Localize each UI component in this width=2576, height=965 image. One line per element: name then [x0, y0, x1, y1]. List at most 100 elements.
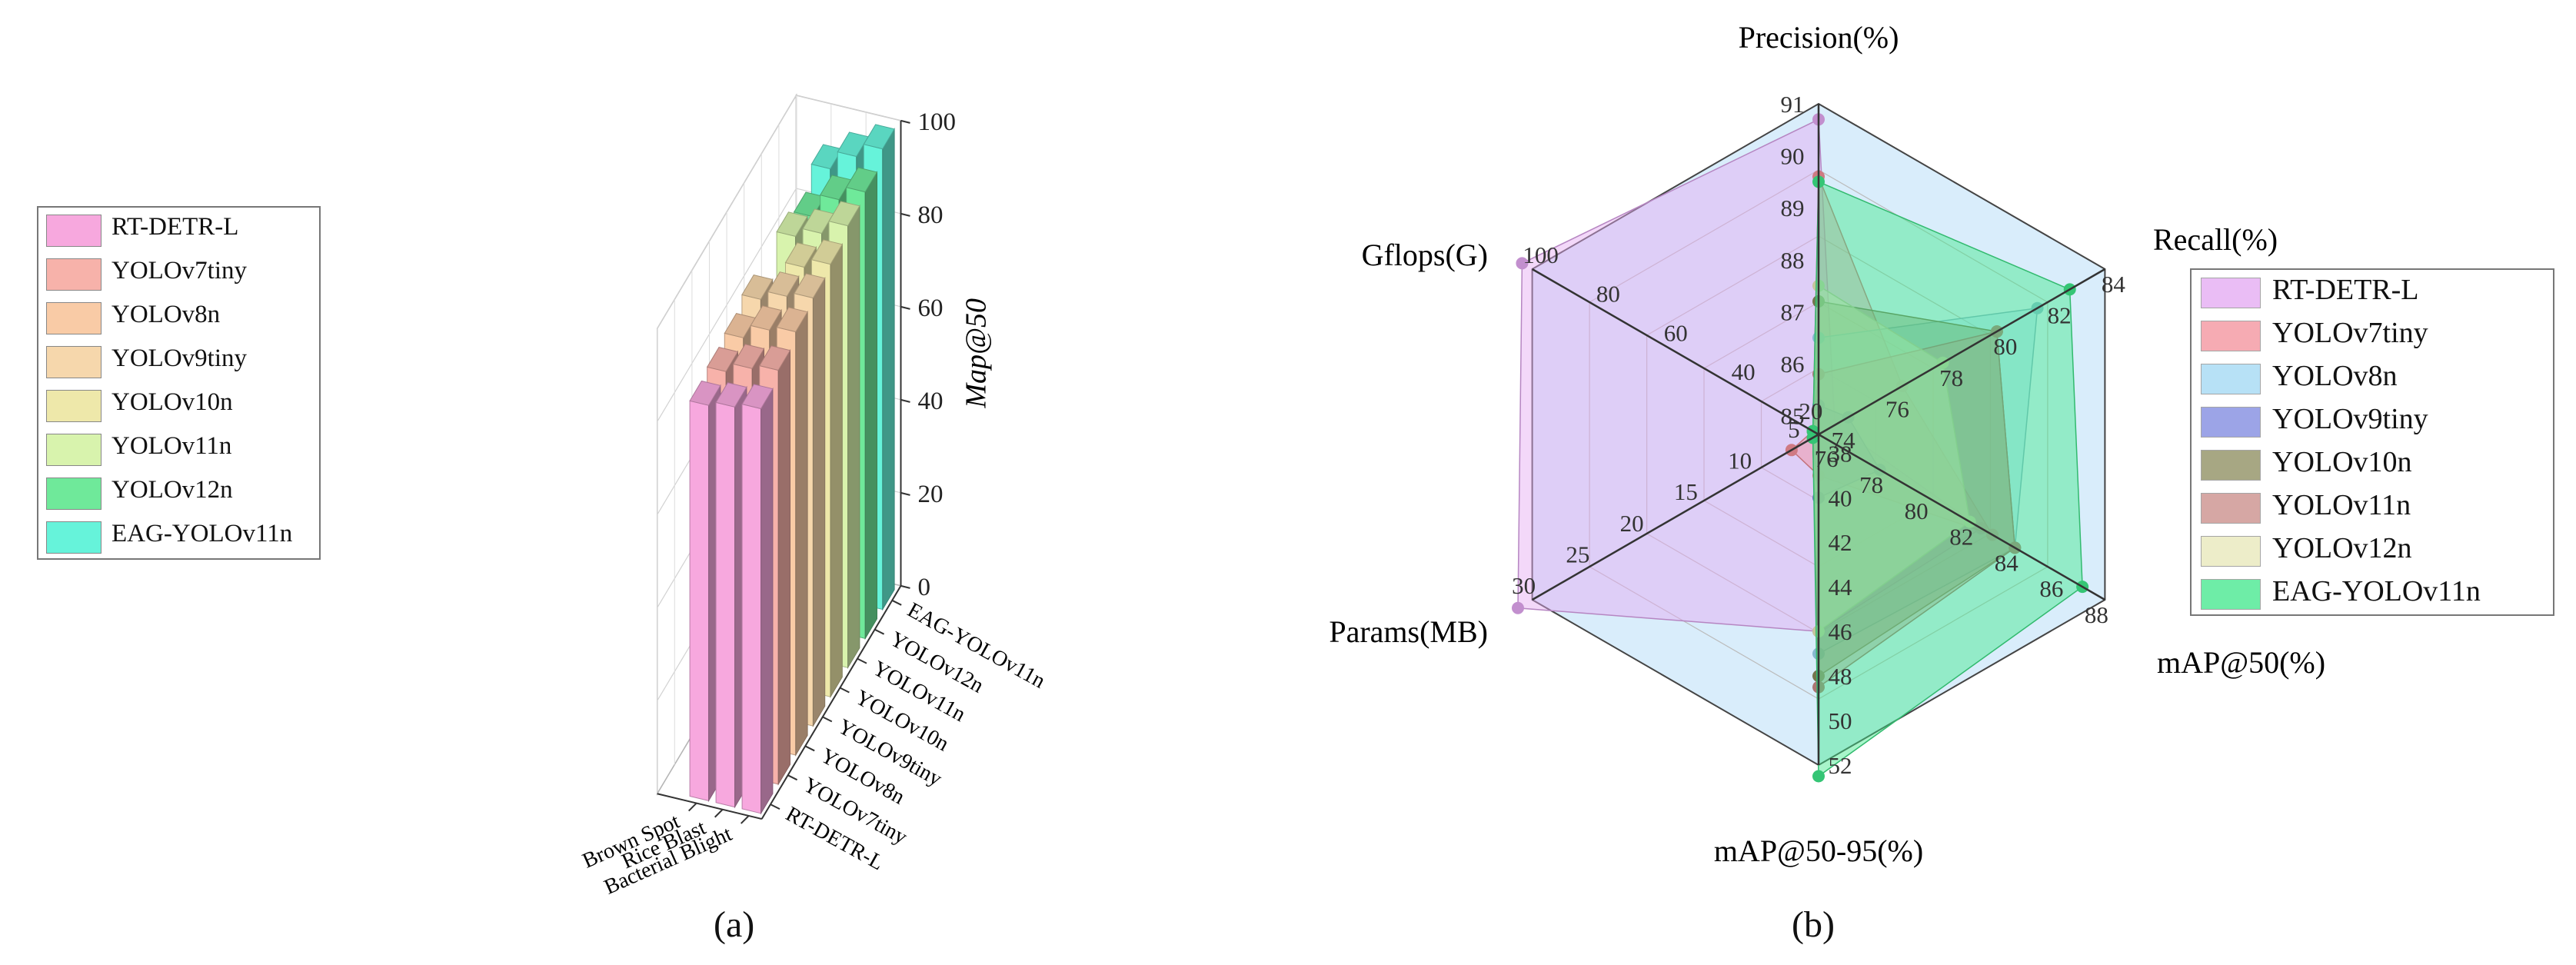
legend-label: RT-DETR-L [111, 213, 239, 241]
radar-tick-label: 78 [1859, 471, 1883, 498]
radar-tick-label: 90 [1781, 143, 1805, 170]
series-tick-mark [857, 657, 867, 664]
legend-item-rt-detr-l: RT-DETR-L [2192, 270, 2553, 313]
series-tick-mark [874, 628, 885, 635]
radar-point-map-50-95 [1812, 770, 1825, 783]
radar-tick-label: 91 [1781, 91, 1805, 118]
legend-label: EAG-YOLOv11n [111, 520, 293, 547]
legend-item-yolov12n: YOLOv12n [2192, 528, 2553, 571]
radar-tick-label: 60 [1664, 319, 1688, 346]
radar-tick-label: 84 [1995, 549, 2019, 576]
radar-tick-label: 80 [1993, 333, 2017, 360]
legend-swatch [2201, 579, 2261, 610]
z-tick-label: 60 [918, 294, 944, 322]
radar-axes [1531, 104, 2106, 765]
panel-b-label: (b) [1792, 904, 1835, 945]
legend-label: YOLOv10n [2272, 446, 2412, 478]
bar-face-front [689, 400, 710, 802]
radar-axis-title-params-mb: Params(MB) [1329, 614, 1488, 649]
radar-tick-label: 38 [1829, 440, 1852, 467]
radar-axis-title-precision: Precision(%) [1739, 20, 1899, 55]
radar-tick-label: 50 [1829, 707, 1852, 734]
bar-face-top [794, 273, 826, 299]
z-tick-label: 0 [918, 574, 931, 601]
legend-item-yolov10n: YOLOv10n [38, 383, 319, 427]
radar-axis-map-50 [1818, 433, 2106, 601]
radar-axis-title-map-50-95: mAP@50-95(%) [1714, 834, 1923, 868]
legend-label: YOLOv12n [2272, 532, 2412, 564]
radar-tick-label: 5 [1788, 416, 1800, 443]
bar-face-side [847, 204, 860, 670]
bar-face-side [830, 242, 843, 699]
radar-tick-label: 86 [1781, 351, 1805, 378]
radar-tick-label: 76 [1885, 395, 1909, 422]
bar-face-top [689, 380, 721, 406]
chart-b-radar: 8586878889909174767880828476788082848688… [1329, 20, 2325, 868]
radar-tick-label: 84 [2102, 271, 2126, 298]
bar-face-top [741, 275, 774, 300]
series-axis-line [760, 585, 902, 820]
legend-item-yolov11n: YOLOv11n [2192, 485, 2553, 528]
legend-swatch [2201, 364, 2261, 394]
radar-axis-title-map-50: mAP@50(%) [2157, 645, 2325, 680]
z-tick-mark [900, 491, 910, 496]
bar-face-top [784, 242, 817, 268]
radar-axis-title-gflops-g: Gflops(G) [1362, 238, 1488, 272]
legend-label: YOLOv10n [111, 388, 233, 416]
z-tick-mark [900, 212, 910, 217]
z-axis: 0 20 40 60 80 100 Map@50 [900, 108, 993, 601]
series-tick-mark [804, 745, 815, 752]
bar-face-side [795, 310, 808, 757]
legend-item-rt-detr-l: RT-DETR-L [38, 208, 319, 251]
bar-face-top [863, 124, 895, 150]
radar-tick-label: 88 [2085, 601, 2108, 628]
radar-tick-label: 15 [1674, 478, 1698, 505]
legend-item-yolov9tiny: YOLOv9tiny [2192, 399, 2553, 442]
bar-face-side [760, 387, 774, 815]
series-tick-mark [822, 716, 833, 723]
radar-tick-label: 48 [1829, 663, 1852, 690]
bar-face-top [741, 384, 774, 410]
bar-face-side [777, 348, 790, 786]
legend-swatch [2201, 493, 2261, 524]
legend-item-yolov12n: YOLOv12n [38, 471, 319, 514]
radar-tick-label: 46 [1829, 618, 1852, 645]
radar-tick-label: 78 [1939, 364, 1963, 391]
radar-tick-label: 25 [1566, 541, 1589, 567]
z-tick-label: 40 [918, 388, 944, 415]
series-tick-mark [787, 774, 798, 781]
radar-tick-label: 85 [1781, 403, 1805, 430]
series-tick-mark [839, 687, 850, 694]
radar-tick-label: 82 [2048, 302, 2072, 329]
legend-item-yolov8n: YOLOv8n [38, 295, 319, 339]
legend-item-eag-yolov11n: EAG-YOLOv11n [38, 514, 319, 558]
category-tick-mark [740, 815, 750, 824]
radar-axis-gflops-g [1531, 268, 1819, 436]
legend-swatch [46, 434, 102, 466]
bar-face-top [776, 211, 808, 237]
legend-label: YOLOv9tiny [2272, 403, 2428, 435]
radar-tick-label: 82 [1949, 524, 1973, 551]
legend-item-yolov11n: YOLOv11n [38, 427, 319, 471]
series-tick-mark [891, 599, 902, 606]
legend-item-yolov10n: YOLOv10n [2192, 442, 2553, 485]
chart-a-legend: RT-DETR-L YOLOv7tiny YOLOv8n YOLOv9tiny YOLO… [37, 206, 321, 560]
legend-swatch [46, 302, 102, 334]
legend-label: EAG-YOLOv11n [2272, 575, 2481, 607]
legend-label: YOLOv9tiny [111, 344, 247, 372]
bar-face-side [864, 171, 877, 641]
legend-item-yolov7tiny: YOLOv7tiny [38, 251, 319, 295]
legend-label: YOLOv12n [111, 476, 233, 504]
z-tick-label: 20 [918, 481, 944, 508]
bar-face-top [828, 201, 860, 227]
legend-item-yolov9tiny: YOLOv9tiny [38, 339, 319, 383]
category-tick-mark [714, 809, 724, 818]
legend-item-eag-yolov11n: EAG-YOLOv11n [2192, 571, 2553, 614]
legend-swatch [2201, 536, 2261, 567]
bar-face-top [767, 271, 800, 297]
z-axis-title: Map@50 [960, 298, 993, 409]
grid-line [657, 95, 901, 329]
z-tick-mark [900, 398, 910, 403]
legend-swatch [2201, 450, 2261, 481]
